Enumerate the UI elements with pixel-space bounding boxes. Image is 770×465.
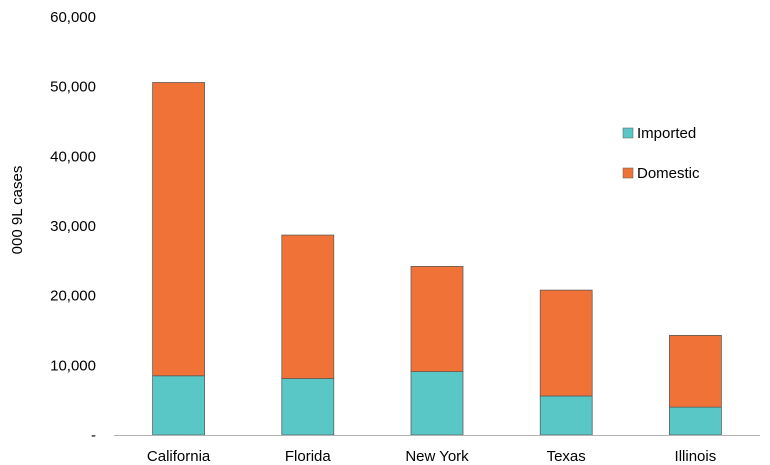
legend-swatch-imported — [622, 127, 634, 139]
y-tick-label: 20,000 — [50, 288, 96, 305]
bar-texas-imported — [539, 395, 593, 436]
bar-illinois-imported — [669, 406, 722, 436]
bar-california-imported — [152, 375, 205, 436]
x-tick-label: Illinois — [675, 448, 717, 465]
legend: Imported Domestic — [622, 125, 700, 182]
y-axis-title: 000 9L cases — [9, 166, 26, 255]
legend-label-domestic: Domestic — [637, 165, 700, 182]
bar-new-york-imported — [410, 371, 464, 436]
bar-illinois-domestic — [669, 335, 722, 408]
y-tick-label: 30,000 — [50, 218, 96, 235]
bar-florida-imported — [281, 378, 335, 436]
x-tick-label: Florida — [285, 448, 332, 465]
bar-texas-domestic — [539, 289, 593, 397]
bar-florida-domestic — [281, 234, 335, 379]
y-tick-label: 40,000 — [50, 148, 96, 165]
x-tick-label: California — [147, 448, 211, 465]
y-tick-label: 60,000 — [50, 9, 96, 26]
y-axis-ticks: - 10,000 20,000 30,000 40,000 50,000 60,000 — [50, 9, 96, 444]
x-tick-label: New York — [405, 448, 469, 465]
x-axis-labels: California Florida New York Texas Illinois — [147, 448, 716, 465]
legend-label-imported: Imported — [637, 125, 696, 142]
legend-swatch-domestic — [622, 167, 634, 179]
bar-california-domestic — [152, 82, 205, 377]
y-tick-label: - — [91, 427, 96, 444]
y-tick-label: 50,000 — [50, 79, 96, 96]
x-tick-label: Texas — [547, 448, 586, 465]
y-tick-label: 10,000 — [50, 357, 96, 374]
bar-new-york-domestic — [410, 266, 464, 372]
bars — [152, 82, 722, 436]
